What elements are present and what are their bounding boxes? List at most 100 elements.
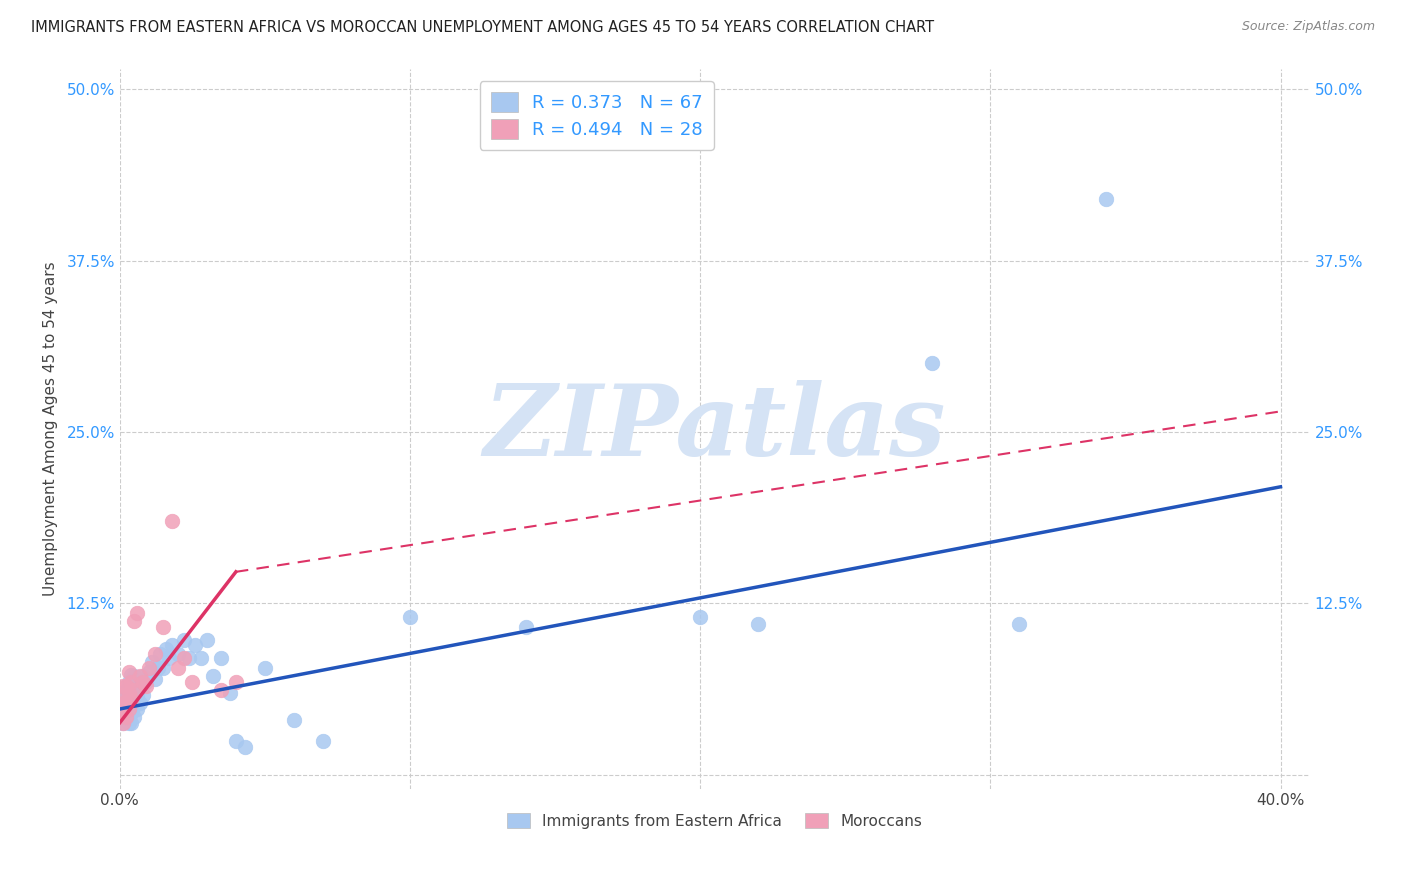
Point: [132, 669, 155, 683]
Point: [181, 674, 204, 689]
Point: [233, 740, 256, 755]
Point: [111, 679, 134, 693]
Point: [111, 706, 134, 720]
Point: [135, 674, 157, 689]
Point: [190, 651, 212, 665]
Point: [160, 638, 183, 652]
Point: [117, 688, 139, 702]
Point: [143, 672, 166, 686]
Point: [173, 633, 195, 648]
Point: [155, 641, 177, 656]
Text: Source: ZipAtlas.com: Source: ZipAtlas.com: [1241, 20, 1375, 33]
Point: [117, 674, 139, 689]
Point: [114, 692, 136, 706]
Point: [120, 691, 142, 706]
Point: [1008, 616, 1031, 631]
Point: [399, 610, 422, 624]
Point: [152, 661, 174, 675]
Point: [120, 674, 142, 689]
Point: [195, 633, 218, 648]
Point: [120, 715, 142, 730]
Point: [120, 706, 142, 720]
Point: [120, 667, 142, 681]
Point: [179, 651, 201, 665]
Point: [124, 699, 146, 714]
Point: [921, 356, 943, 370]
Point: [117, 706, 139, 720]
Point: [127, 702, 149, 716]
Point: [283, 713, 305, 727]
Point: [114, 706, 136, 720]
Point: [219, 685, 242, 699]
Point: [166, 661, 188, 675]
Point: [120, 692, 142, 706]
Point: [117, 702, 139, 716]
Point: [149, 647, 172, 661]
Point: [124, 710, 146, 724]
Point: [253, 661, 276, 675]
Text: IMMIGRANTS FROM EASTERN AFRICA VS MOROCCAN UNEMPLOYMENT AMONG AGES 45 TO 54 YEAR: IMMIGRANTS FROM EASTERN AFRICA VS MOROCC…: [31, 20, 934, 35]
Point: [114, 710, 136, 724]
Point: [312, 733, 335, 747]
Point: [111, 702, 134, 716]
Point: [111, 715, 134, 730]
Point: [129, 697, 152, 711]
Point: [111, 685, 134, 699]
Legend: Immigrants from Eastern Africa, Moroccans: Immigrants from Eastern Africa, Moroccan…: [501, 806, 928, 835]
Point: [120, 699, 142, 714]
Point: [124, 690, 146, 704]
Point: [160, 514, 183, 528]
Point: [124, 679, 146, 693]
Point: [747, 616, 769, 631]
Point: [166, 647, 188, 661]
Point: [111, 697, 134, 711]
Point: [111, 691, 134, 706]
Point: [114, 713, 136, 727]
Point: [120, 674, 142, 689]
Point: [129, 669, 152, 683]
Point: [138, 661, 160, 675]
Point: [146, 661, 169, 675]
Point: [201, 669, 224, 683]
Point: [209, 682, 232, 697]
Point: [141, 656, 163, 670]
Point: [143, 647, 166, 661]
Point: [209, 651, 232, 665]
Point: [124, 682, 146, 697]
Point: [152, 620, 174, 634]
Point: [1095, 192, 1118, 206]
Point: [117, 697, 139, 711]
Point: [111, 715, 134, 730]
Point: [124, 614, 146, 628]
Point: [114, 679, 136, 693]
Point: [120, 682, 142, 697]
Point: [117, 715, 139, 730]
Point: [135, 679, 157, 693]
Point: [184, 638, 207, 652]
Point: [127, 674, 149, 689]
Point: [127, 688, 149, 702]
Point: [132, 688, 155, 702]
Point: [117, 681, 139, 696]
Point: [124, 669, 146, 683]
Point: [515, 620, 537, 634]
Y-axis label: Unemployment Among Ages 45 to 54 years: Unemployment Among Ages 45 to 54 years: [44, 261, 58, 596]
Point: [689, 610, 711, 624]
Point: [117, 665, 139, 679]
Point: [111, 688, 134, 702]
Text: ZIPatlas: ZIPatlas: [484, 380, 946, 476]
Point: [138, 665, 160, 679]
Point: [225, 674, 247, 689]
Point: [114, 697, 136, 711]
Point: [132, 674, 155, 689]
Point: [129, 679, 152, 693]
Point: [117, 685, 139, 699]
Point: [111, 710, 134, 724]
Point: [157, 651, 180, 665]
Point: [114, 682, 136, 697]
Point: [127, 606, 149, 620]
Point: [173, 651, 195, 665]
Point: [114, 699, 136, 714]
Point: [111, 697, 134, 711]
Point: [225, 733, 247, 747]
